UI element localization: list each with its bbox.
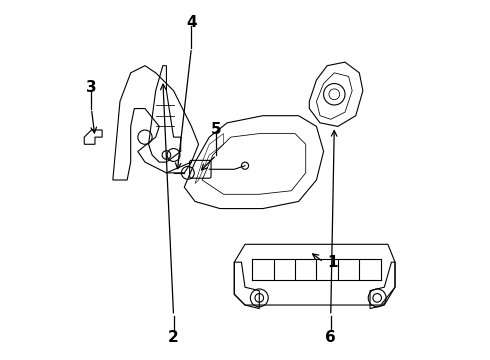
Text: 4: 4	[186, 15, 196, 30]
Text: 1: 1	[327, 255, 338, 270]
Text: 3: 3	[86, 80, 97, 95]
Text: 5: 5	[211, 122, 222, 138]
Text: 2: 2	[168, 330, 179, 345]
Text: 6: 6	[325, 330, 336, 345]
